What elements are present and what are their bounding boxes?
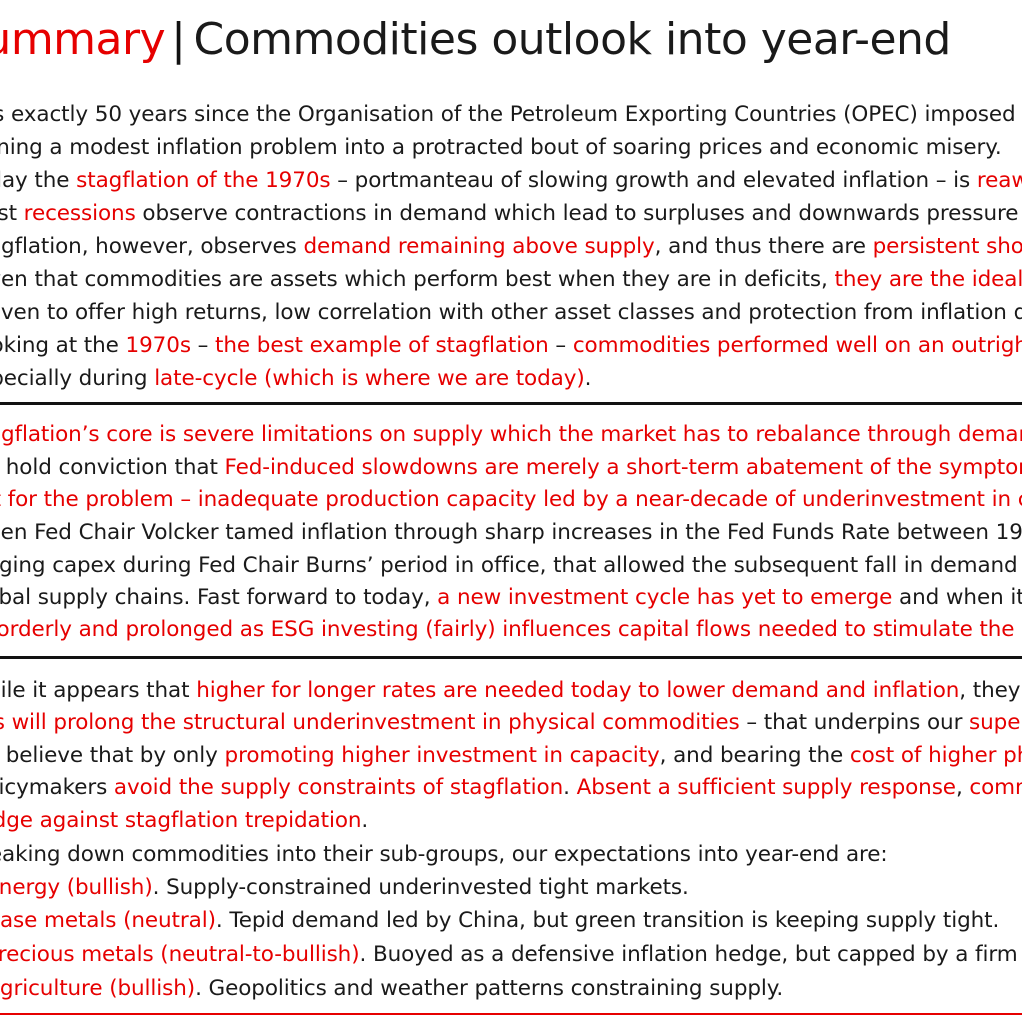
text-line: this will prolong the structural underin… bbox=[0, 708, 1022, 738]
highlight-text: Absent a sufficient supply response bbox=[576, 775, 956, 800]
highlight-text: higher for longer rates are needed today… bbox=[196, 678, 960, 703]
highlight-text: commodities performed well on an outrigh… bbox=[572, 333, 1022, 358]
highlight-text: hedge against stagflation trepidation bbox=[0, 808, 362, 833]
body-text-segment: . Geopolitics and weather patterns const… bbox=[195, 976, 784, 1001]
text-line: It is exactly 50 years since the Organis… bbox=[0, 100, 1022, 130]
highlight-text: Stagflation’s core is severe limitations… bbox=[0, 422, 1022, 447]
body-text-segment: Stagflation, however, observes bbox=[0, 234, 297, 259]
text-line: disorderly and prolonged as ESG investin… bbox=[0, 615, 1022, 645]
text-line: not for the problem – inadequate product… bbox=[0, 485, 1022, 515]
text-line: We hold conviction that Fed-induced slow… bbox=[0, 453, 1022, 483]
body-text-segment: While it appears that bbox=[0, 678, 190, 703]
highlight-text: demand remaining above supply bbox=[303, 234, 655, 259]
body-text-segment: . Supply-constrained underinvested tight… bbox=[152, 875, 689, 900]
highlight-text: the best example of stagflation bbox=[215, 333, 549, 358]
body-text-segment: , they may bbox=[959, 678, 1022, 703]
body-text-segment: – bbox=[190, 333, 216, 358]
text-line: We believe that by only promoting higher… bbox=[0, 741, 1022, 771]
body-text-segment: global supply chains. Fast forward to to… bbox=[0, 585, 438, 610]
body-text-segment: Today the bbox=[0, 168, 70, 193]
highlight-text: supercycle bbox=[969, 710, 1022, 735]
page-title: Summary|Commodities outlook into year-en… bbox=[0, 12, 951, 68]
text-line: Looking at the 1970s – the best example … bbox=[0, 331, 1022, 361]
text-line: proven to offer high returns, low correl… bbox=[0, 298, 1022, 328]
highlight-text: • Energy (bullish) bbox=[0, 875, 153, 900]
title-separator: | bbox=[171, 14, 186, 65]
highlight-text: • Base metals (neutral) bbox=[0, 908, 216, 933]
highlight-text: disorderly and prolonged as ESG investin… bbox=[0, 617, 1022, 642]
body-text-segment: It is exactly 50 years since the Organis… bbox=[0, 102, 1022, 127]
text-line: surging capex during Fed Chair Burns’ pe… bbox=[0, 551, 1022, 581]
highlight-text: • Agriculture (bullish) bbox=[0, 976, 196, 1001]
highlight-text: a new investment cycle has yet to emerge bbox=[437, 585, 893, 610]
text-line: Stagflation’s core is severe limitations… bbox=[0, 420, 1022, 450]
body-text-segment: turning a modest inflation problem into … bbox=[0, 135, 1002, 160]
highlight-text: this will prolong the structural underin… bbox=[0, 710, 740, 735]
body-text-segment: , and thus there are bbox=[654, 234, 873, 259]
body-text-segment: especially during bbox=[0, 366, 148, 391]
title-highlight: Summary bbox=[0, 14, 166, 65]
text-line: While it appears that higher for longer … bbox=[0, 676, 1022, 706]
text-line: • Agriculture (bullish). Geopolitics and… bbox=[0, 974, 783, 1004]
section-divider-2 bbox=[0, 656, 1022, 659]
text-line: • Base metals (neutral). Tepid demand le… bbox=[0, 906, 999, 936]
body-text-segment: Given that commodities are assets which … bbox=[0, 267, 835, 292]
highlight-text: they are the ideal hedge bbox=[834, 267, 1022, 292]
body-text-segment: – portmanteau of slowing growth and elev… bbox=[330, 168, 977, 193]
text-line: Breaking down commodities into their sub… bbox=[0, 840, 888, 870]
body-text-segment: Looking at the bbox=[0, 333, 119, 358]
section-divider-1 bbox=[0, 402, 1022, 405]
text-line: Today the stagflation of the 1970s – por… bbox=[0, 166, 1022, 196]
text-line: policymakers avoid the supply constraint… bbox=[0, 773, 1022, 803]
highlight-text: promoting higher investment in capacity bbox=[224, 743, 660, 768]
text-line: especially during late-cycle (which is w… bbox=[0, 364, 591, 394]
highlight-text: persistent shortages of physical commodi… bbox=[872, 234, 1022, 259]
body-text-segment: . Buoyed as a defensive inflation hedge,… bbox=[359, 942, 1022, 967]
highlight-text: commodities bbox=[969, 775, 1022, 800]
body-text-segment: and when it does bbox=[899, 585, 1022, 610]
text-line: When Fed Chair Volcker tamed inflation t… bbox=[0, 518, 1022, 548]
body-text-segment: proven to offer high returns, low correl… bbox=[0, 300, 1022, 325]
text-line: Most recessions observe contractions in … bbox=[0, 199, 1022, 229]
body-text-segment: . bbox=[584, 366, 592, 391]
highlight-text: stagflation of the 1970s bbox=[76, 168, 331, 193]
body-text-segment: observe contractions in demand which lea… bbox=[142, 201, 1022, 226]
text-line: global supply chains. Fast forward to to… bbox=[0, 583, 1022, 613]
highlight-text: late-cycle (which is where we are today) bbox=[154, 366, 585, 391]
body-text-segment: , and bearing the bbox=[659, 743, 850, 768]
text-line: • Precious metals (neutral-to-bullish). … bbox=[0, 940, 1022, 970]
text-line: Given that commodities are assets which … bbox=[0, 265, 1022, 295]
highlight-text: reawakening bbox=[976, 168, 1022, 193]
body-text-segment: , bbox=[955, 775, 970, 800]
body-text-segment: . Tepid demand led by China, but green t… bbox=[215, 908, 1000, 933]
body-text-segment: Breaking down commodities into their sub… bbox=[0, 842, 888, 867]
text-line: turning a modest inflation problem into … bbox=[0, 133, 1002, 163]
text-line: Stagflation, however, observes demand re… bbox=[0, 232, 1022, 262]
body-text-segment: – bbox=[548, 333, 573, 358]
body-text-segment: surging capex during Fed Chair Burns’ pe… bbox=[0, 553, 1022, 578]
highlight-text: avoid the supply constraints of stagflat… bbox=[113, 775, 564, 800]
body-text-segment: – that underpins our bbox=[739, 710, 970, 735]
highlight-text: recessions bbox=[23, 201, 136, 226]
body-text-segment: . bbox=[563, 775, 577, 800]
body-text-segment: We believe that by only bbox=[0, 743, 218, 768]
body-text-segment: When Fed Chair Volcker tamed inflation t… bbox=[0, 520, 1022, 545]
body-text-segment: policymakers bbox=[0, 775, 108, 800]
body-text-segment: Most bbox=[0, 201, 17, 226]
footer-rule bbox=[0, 1013, 1022, 1015]
highlight-text: not for the problem – inadequate product… bbox=[0, 487, 1022, 512]
highlight-text: cost of higher physical bbox=[849, 743, 1022, 768]
text-line: hedge against stagflation trepidation. bbox=[0, 806, 368, 836]
title-text: Commodities outlook into year-end bbox=[193, 14, 951, 65]
body-text-segment: We hold conviction that bbox=[0, 455, 218, 480]
text-line: • Energy (bullish). Supply-constrained u… bbox=[0, 873, 689, 903]
highlight-text: 1970s bbox=[125, 333, 192, 358]
body-text-segment: . bbox=[361, 808, 369, 833]
highlight-text: • Precious metals (neutral-to-bullish) bbox=[0, 942, 360, 967]
highlight-text: Fed-induced slowdowns are merely a short… bbox=[224, 455, 1022, 480]
